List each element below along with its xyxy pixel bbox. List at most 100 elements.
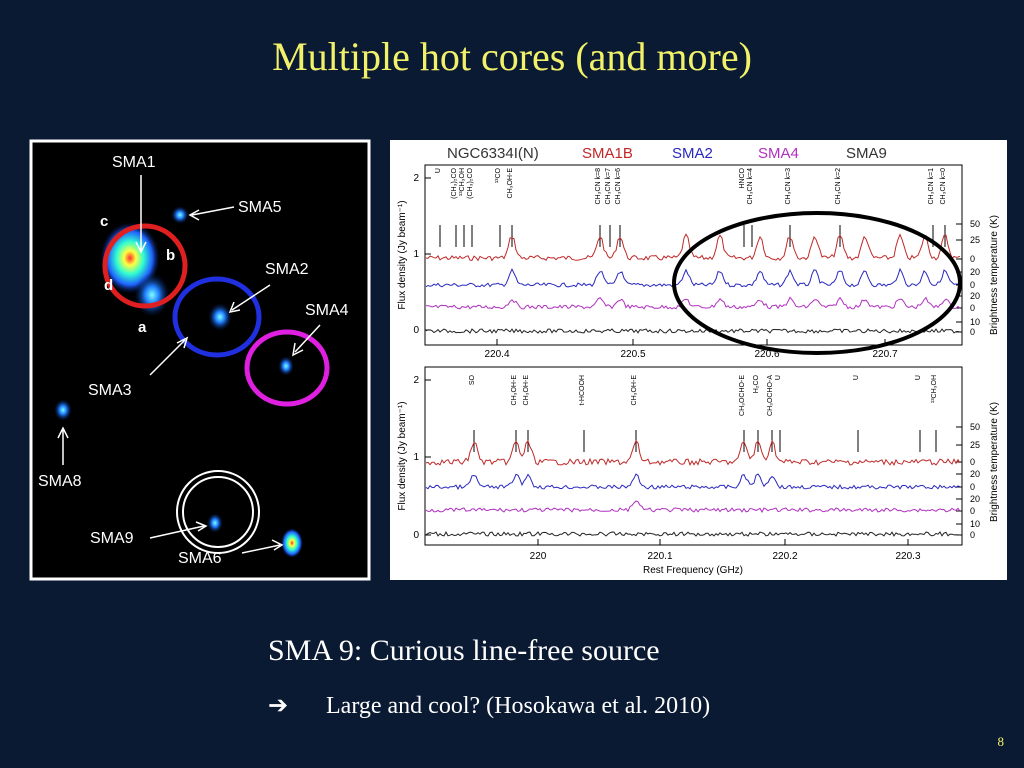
body-heading: SMA 9: Curious line-free source <box>268 634 660 667</box>
line-label: U <box>853 375 860 380</box>
legend-label: SMA9 <box>846 145 887 162</box>
axis-title: Flux density (Jy beam⁻¹) <box>397 401 408 510</box>
highlight-circle <box>182 476 254 548</box>
x-tick-label: 220 <box>530 551 547 562</box>
line-label: HNCO <box>739 167 746 188</box>
highlight-circle <box>176 470 260 554</box>
y2-tick-label: 0 <box>970 327 975 337</box>
line-label: ¹³CO <box>495 167 502 183</box>
x-tick-label: 220.6 <box>754 349 779 360</box>
axis-title: Rest Frequency (GHz) <box>643 565 743 576</box>
line-label: CH₃CN k=0 <box>940 168 947 205</box>
legend-label: NGC6334I(N) <box>447 145 539 162</box>
highlight-circle <box>244 329 330 407</box>
y2-tick-label: 20 <box>970 494 980 504</box>
line-label: ¹³CH₃OH <box>931 375 938 403</box>
map-label: SMA6 <box>178 550 222 567</box>
map-image: SMA1 SMA5 SMA2 SMA4 SMA3 SMA8 SMA9 SMA6 c b d a <box>29 139 371 581</box>
map-label: b <box>166 247 175 264</box>
line-label: ¹³CH₃OH <box>459 168 466 196</box>
line-label: U <box>915 375 922 380</box>
line-label: t-HCOOH <box>579 375 586 405</box>
y2-tick-label: 25 <box>970 235 980 245</box>
source-blob <box>208 303 232 331</box>
source-blob <box>278 356 294 376</box>
line-label: CH₃OH-E <box>523 375 530 406</box>
y2-tick-label: 0 <box>970 254 975 264</box>
y2-tick-label: 20 <box>970 469 980 479</box>
source-blob <box>171 206 189 224</box>
line-label: CH₃CN k=3 <box>785 168 792 205</box>
y2-tick-label: 0 <box>970 457 975 467</box>
spectrum-trace <box>425 531 960 537</box>
line-label: H₂CO <box>753 374 760 393</box>
line-label: CH₃OCHO-E <box>739 375 746 416</box>
map-label: a <box>138 319 147 336</box>
map-label: SMA9 <box>90 530 134 547</box>
map-label: SMA8 <box>38 473 82 490</box>
line-label: SO <box>469 374 476 385</box>
page-number: 8 <box>998 734 1005 749</box>
y2-tick-label: 0 <box>970 482 975 492</box>
y2-tick-label: 0 <box>970 530 975 540</box>
bullet-text: Large and cool? (Hosokawa et al. 2010) <box>326 693 710 719</box>
source-blob <box>207 513 223 533</box>
highlight-ellipse <box>672 211 962 355</box>
highlight-circle <box>102 223 188 309</box>
line-label: U <box>435 168 442 173</box>
line-label: CH₃OH-E <box>507 168 514 199</box>
spectrum-trace <box>425 439 961 467</box>
x-tick-label: 220.1 <box>647 551 672 562</box>
axis-title: Brightness temperature (K) <box>989 402 1000 522</box>
line-label: CH₃CN k=2 <box>835 168 842 205</box>
map-label: SMA4 <box>305 302 349 319</box>
line-label: CH₃OH-E <box>631 375 638 406</box>
spectrum-trace <box>425 500 961 514</box>
highlight-circle <box>172 276 262 358</box>
line-label: (CH₃)₂CO <box>467 167 474 198</box>
line-label: CH₃CN k=1 <box>928 168 935 205</box>
y2-tick-label: 50 <box>970 422 980 432</box>
line-label: CH₃OH-E <box>511 375 518 406</box>
y2-tick-label: 25 <box>970 440 980 450</box>
y2-tick-label: 50 <box>970 219 980 229</box>
line-label: (CH₃)₂CO <box>451 167 458 198</box>
spectrum-trace <box>425 296 961 310</box>
legend-label: SMA1B <box>582 145 633 162</box>
y2-tick-label: 20 <box>970 267 980 277</box>
line-label: CH₃OCHO-A <box>767 375 774 416</box>
source-blob <box>281 528 303 558</box>
line-label: CH₃CN k=4 <box>747 168 754 205</box>
axis-title: Brightness temperature (K) <box>989 215 1000 335</box>
legend-label: SMA4 <box>758 145 799 162</box>
y-tick-label: 2 <box>413 375 419 386</box>
bullet-arrow: ➔ <box>268 692 288 719</box>
y2-tick-label: 10 <box>970 519 980 529</box>
spectrum-trace <box>425 267 961 288</box>
y2-tick-label: 0 <box>970 506 975 516</box>
x-tick-label: 220.2 <box>772 551 797 562</box>
panel-frame <box>424 164 963 346</box>
spectrum-trace <box>425 233 961 262</box>
arrows <box>57 175 321 554</box>
spectra-image: NGC6334I(N) SMA1B SMA2 SMA4 SMA9 Flux density… <box>390 140 1007 580</box>
line-label: CH₃CN k=6 <box>615 168 622 205</box>
y-tick-label: 0 <box>413 530 419 541</box>
map-label: d <box>104 277 113 294</box>
source-blob <box>54 399 72 421</box>
map-label: SMA3 <box>88 382 132 399</box>
spectrum-trace <box>425 473 961 491</box>
line-label: CH₃CN k=8 <box>595 168 602 205</box>
y-tick-label: 2 <box>413 173 419 184</box>
x-tick-label: 220.3 <box>895 551 920 562</box>
line-label: CH₃CN k=7 <box>605 168 612 205</box>
map-label: c <box>100 213 108 230</box>
y-tick-label: 1 <box>413 452 419 463</box>
y2-tick-label: 0 <box>970 280 975 290</box>
map-frame <box>29 139 371 581</box>
legend-label: SMA2 <box>672 145 713 162</box>
spectra-frame <box>390 140 1007 580</box>
map-label: SMA1 <box>112 154 156 171</box>
line-label: U <box>775 375 782 380</box>
